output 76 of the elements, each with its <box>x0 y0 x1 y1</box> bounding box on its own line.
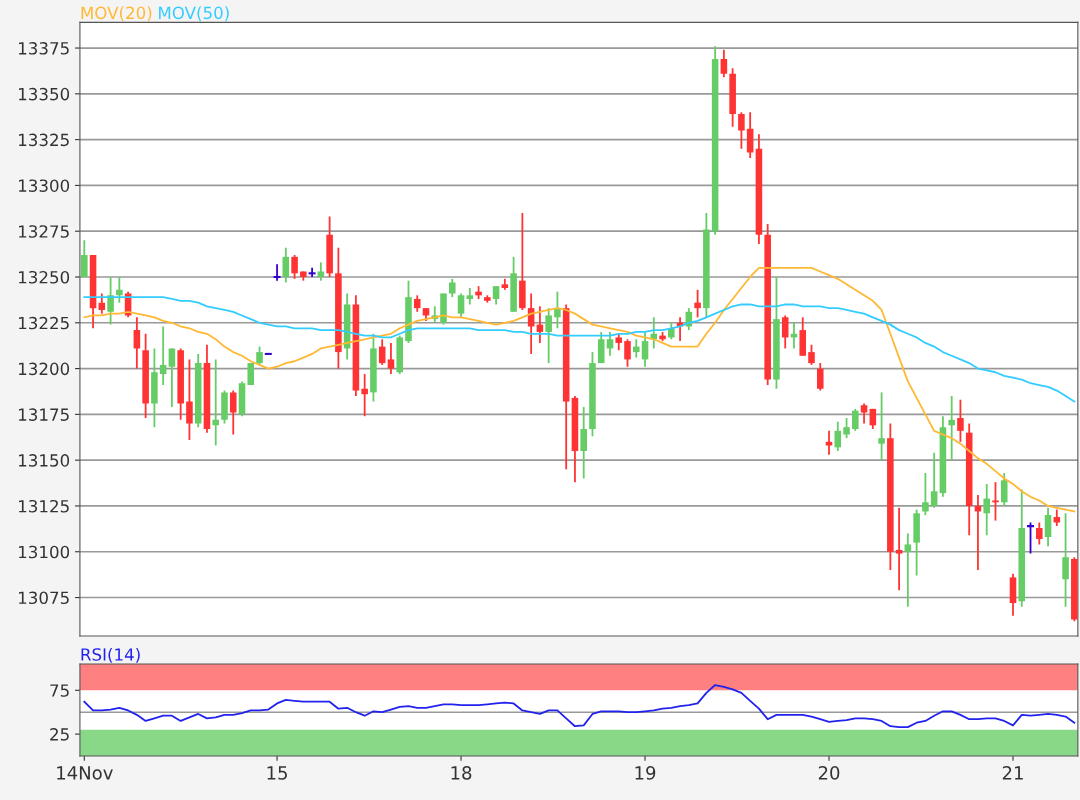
text: RSI(14) <box>81 647 140 663</box>
candlestick <box>930 451 938 509</box>
candlestick <box>159 325 167 386</box>
y-tick-label: 13200 <box>19 362 70 376</box>
x-tick-label: 21 <box>1002 766 1023 780</box>
candlestick <box>624 338 631 368</box>
candlestick <box>632 338 640 359</box>
y-tick-label: 13150 <box>19 454 70 467</box>
x-tick-label: 20 <box>818 766 840 780</box>
candlestick <box>641 331 649 368</box>
candlestick <box>448 277 456 299</box>
candlestick <box>922 472 929 517</box>
y-tick-label: 13175 <box>19 408 69 421</box>
candlestick <box>983 483 991 537</box>
y-tick-label: 13225 <box>19 316 69 330</box>
y-tick-label: 75 <box>50 684 69 697</box>
candlestick <box>361 373 368 418</box>
candlestick <box>457 292 465 319</box>
x-tick-label: 19 <box>635 766 656 780</box>
candlestick <box>256 345 263 366</box>
candlestick <box>168 347 176 408</box>
candlestick <box>781 314 789 350</box>
candlestick <box>816 362 824 392</box>
y-tick-label: 13375 <box>19 42 69 55</box>
candlestick <box>1000 472 1008 507</box>
candlestick <box>904 532 912 608</box>
candlestick <box>554 290 561 330</box>
y-tick-label: 13275 <box>19 225 69 238</box>
candlestick <box>81 239 88 278</box>
y-tick-label: 13075 <box>19 591 69 605</box>
text: MOV(20) <box>81 6 152 22</box>
candlestick <box>282 246 290 284</box>
candlestick <box>291 254 298 280</box>
candlestick <box>492 285 500 306</box>
candlestick <box>860 402 868 425</box>
candlestick <box>545 307 552 364</box>
candlestick <box>272 263 282 282</box>
y-tick-label: 13325 <box>19 133 69 147</box>
candlestick <box>1044 506 1052 548</box>
candlestick <box>1036 521 1043 546</box>
candlestick <box>606 331 614 357</box>
candlestick <box>992 481 999 522</box>
y-tick-label: 13100 <box>19 545 70 559</box>
candlestick <box>133 316 141 370</box>
x-tick-label: 14Nov <box>57 766 113 780</box>
line-series <box>83 266 1076 513</box>
text: MOV(50) <box>159 6 229 22</box>
candlestick <box>957 398 964 443</box>
candlestick <box>186 358 193 441</box>
candlestick <box>878 391 885 462</box>
candlestick <box>948 395 955 462</box>
x-tick-label: 18 <box>451 766 472 780</box>
candlestick <box>1062 512 1069 608</box>
candlestick <box>694 288 701 319</box>
y-tick-label: 25 <box>50 728 69 741</box>
y-tick-label: 13250 <box>19 270 70 284</box>
y-tick-label: 13350 <box>19 87 70 101</box>
candlestick <box>895 506 903 592</box>
candlestick <box>720 48 728 79</box>
candlestick <box>738 111 745 150</box>
candlestick <box>212 358 220 447</box>
candlestick <box>229 389 237 436</box>
candlestick <box>116 276 123 304</box>
y-tick-label: 13125 <box>19 499 69 513</box>
x-tick-label: 15 <box>267 766 287 780</box>
candlestick <box>852 407 859 432</box>
candlestick <box>107 276 114 326</box>
candlestick <box>825 429 833 456</box>
candlestick <box>597 331 605 364</box>
line-series <box>83 684 1076 728</box>
candlestick <box>808 343 815 366</box>
candlestick <box>843 417 850 440</box>
candlestick <box>834 420 842 452</box>
candlestick <box>387 342 395 375</box>
y-tick-label: 13300 <box>19 179 70 192</box>
candlestick <box>580 406 587 480</box>
